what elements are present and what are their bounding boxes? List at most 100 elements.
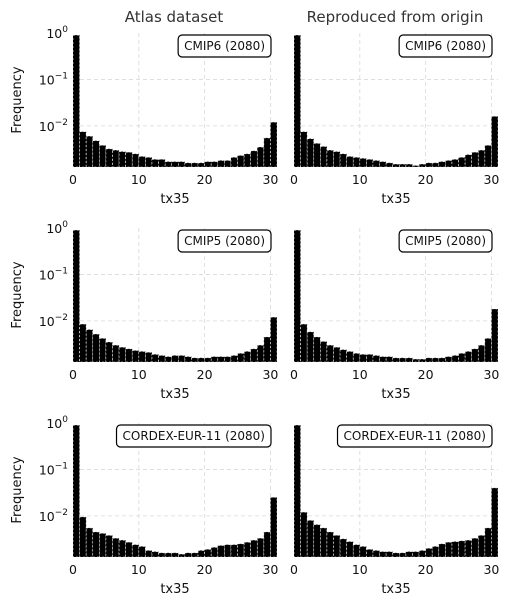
histogram-bar	[237, 155, 245, 168]
histogram-bar	[346, 541, 354, 558]
y-axis-label: Frequency	[10, 456, 25, 523]
histogram-bar	[484, 527, 492, 558]
x-tick-label: 0	[290, 172, 298, 187]
histogram-bar	[145, 550, 153, 558]
histogram-bar	[326, 531, 334, 558]
histogram-bar	[92, 140, 100, 168]
histogram-bar	[438, 357, 446, 363]
x-tick-label: 30	[483, 172, 499, 187]
histogram-bar	[171, 161, 179, 168]
histogram-bar	[484, 338, 492, 363]
histogram-bar	[250, 348, 258, 363]
histogram-bar	[263, 336, 271, 363]
histogram-bar	[385, 551, 394, 558]
histogram-bar	[118, 539, 126, 558]
histogram-bar	[197, 357, 205, 363]
histogram-bar	[92, 333, 100, 363]
x-tick-label: 30	[262, 562, 278, 577]
histogram-bar	[398, 357, 407, 363]
legend-label: CORDEX-EUR-11 (2080)	[123, 429, 265, 443]
histogram-bar	[197, 550, 205, 558]
histogram-bar	[145, 157, 153, 168]
legend-box	[398, 34, 493, 58]
histogram-bar	[177, 553, 186, 558]
histogram-bar	[243, 351, 251, 363]
histogram-bar	[451, 355, 459, 363]
histogram-bar	[339, 349, 347, 363]
legend-box	[115, 424, 272, 448]
histogram-bar	[464, 154, 472, 168]
histogram-bar	[210, 161, 219, 168]
histogram-bar	[372, 160, 380, 168]
y-tick-label: 10−1	[39, 461, 68, 477]
histogram-bar	[217, 160, 225, 168]
histogram-bar	[445, 160, 453, 168]
x-tick-label: 0	[69, 562, 77, 577]
histogram-bar	[418, 163, 426, 168]
histogram-bar	[204, 357, 212, 363]
x-tick-label: 10	[131, 367, 147, 382]
histogram-bar	[300, 511, 308, 558]
legend-label: CORDEX-EUR-11 (2080)	[344, 429, 486, 443]
histogram-bar	[326, 344, 334, 363]
x-tick-label: 20	[418, 367, 434, 382]
x-axis-label: tx35	[160, 192, 189, 207]
panel-5: 0 10 20 30 tx35 CORDEX-EUR-11 (2080)	[290, 423, 499, 597]
x-tick-label: 30	[262, 172, 278, 187]
histogram-bar	[131, 350, 140, 363]
histogram-bar	[477, 149, 486, 168]
histogram-bar	[431, 546, 440, 558]
x-axis-label: tx35	[160, 387, 189, 402]
histogram-bar	[85, 135, 94, 168]
histogram-bar	[85, 329, 94, 363]
legend-box	[336, 424, 493, 448]
histogram-bar	[445, 541, 453, 558]
histogram-bar	[425, 162, 433, 168]
histogram-bar	[164, 356, 173, 363]
histogram-bar	[99, 533, 107, 558]
histogram-bar	[300, 131, 308, 168]
histogram-bar	[263, 137, 271, 168]
histogram-bar	[346, 156, 354, 168]
histogram-bar	[177, 355, 186, 363]
histogram-bar	[471, 348, 479, 363]
x-tick-label: 10	[131, 562, 147, 577]
legend-label: CMIP6 (2080)	[184, 39, 265, 53]
x-axis-label: tx35	[381, 582, 410, 597]
panel-3: 0 10 20 30 tx35 CMIP5 (2080)	[290, 228, 499, 402]
histogram-bar	[405, 551, 413, 558]
histogram-bar	[333, 151, 341, 168]
x-tick-label: 30	[262, 367, 278, 382]
histogram-bar	[224, 356, 232, 363]
histogram-bar	[412, 358, 420, 363]
histogram-bar	[99, 145, 107, 168]
histogram-bar	[191, 357, 199, 363]
histogram-bar	[72, 424, 80, 558]
histogram-bar	[451, 159, 459, 168]
histogram-bar	[256, 146, 265, 168]
histogram-bar	[379, 161, 387, 168]
histogram-bar	[79, 516, 87, 558]
histogram-bar	[112, 537, 120, 558]
histogram-bar	[359, 354, 367, 363]
histogram-bar	[250, 539, 258, 558]
x-tick-label: 30	[483, 367, 499, 382]
histogram-bar	[412, 551, 420, 558]
histogram-bar	[392, 163, 400, 168]
legend-label: CMIP6 (2080)	[405, 39, 486, 53]
histogram-bar	[243, 153, 251, 168]
histogram-bar	[293, 34, 301, 168]
histogram-bar	[379, 551, 387, 558]
histogram-bar	[125, 348, 133, 363]
histogram-bar	[184, 162, 192, 168]
histogram-bar	[333, 346, 341, 363]
histogram-bar	[313, 336, 321, 363]
histogram-bar	[418, 550, 426, 558]
histogram-bar	[431, 357, 440, 363]
x-tick-label: 20	[418, 172, 434, 187]
histogram-bar	[320, 341, 328, 363]
histogram-bar	[451, 541, 459, 558]
histogram-bar	[118, 151, 126, 168]
histogram-bar	[171, 552, 179, 558]
histogram-bar	[151, 354, 159, 363]
